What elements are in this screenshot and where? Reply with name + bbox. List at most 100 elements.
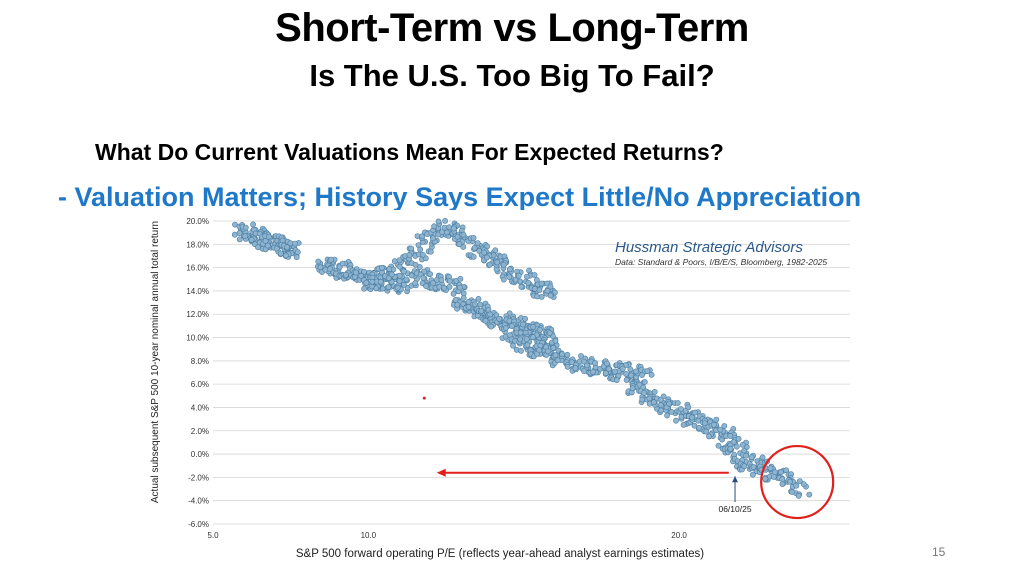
data-points bbox=[231, 217, 813, 499]
data-point bbox=[262, 237, 269, 244]
data-point bbox=[322, 266, 329, 273]
data-point bbox=[481, 249, 487, 256]
data-point bbox=[583, 362, 590, 369]
data-point bbox=[730, 439, 737, 445]
y-tick-label: 14.0% bbox=[186, 287, 209, 296]
data-point bbox=[450, 225, 457, 232]
data-point bbox=[436, 283, 443, 290]
y-tick-label: -2.0% bbox=[188, 473, 209, 482]
data-point bbox=[386, 266, 393, 272]
data-point bbox=[460, 295, 467, 301]
data-point bbox=[657, 396, 664, 403]
return-arrow-head bbox=[436, 468, 446, 477]
y-tick-label: 0.0% bbox=[191, 450, 209, 459]
data-point bbox=[385, 275, 392, 281]
data-point bbox=[471, 301, 478, 308]
data-point bbox=[438, 277, 445, 283]
data-point bbox=[494, 259, 501, 266]
y-tick-labels: 20.0% 18.0% 16.0% 14.0% 12.0% 10.0% 8.0% 6.0% 4.… bbox=[186, 217, 209, 529]
data-point bbox=[619, 365, 626, 372]
data-point bbox=[701, 420, 708, 427]
data-point bbox=[396, 263, 403, 270]
data-point bbox=[379, 264, 385, 271]
data-point bbox=[450, 290, 457, 297]
data-point bbox=[613, 377, 620, 383]
data-point bbox=[581, 368, 587, 374]
data-point bbox=[538, 294, 545, 300]
y-tick-label: 6.0% bbox=[191, 380, 209, 389]
data-point bbox=[486, 261, 493, 268]
data-point bbox=[408, 245, 415, 252]
y-tick-label: 2.0% bbox=[191, 427, 209, 436]
data-point bbox=[770, 473, 777, 480]
data-point bbox=[592, 360, 598, 366]
data-point bbox=[385, 284, 392, 290]
data-point bbox=[628, 372, 635, 379]
slide-takeaway: - Valuation Matters; History Says Expect… bbox=[58, 182, 862, 210]
scatter-chart: 20.0% 18.0% 16.0% 14.0% 12.0% 10.0% 8.0% 6.0% 4.… bbox=[150, 217, 850, 560]
data-point bbox=[496, 316, 503, 322]
data-point bbox=[500, 276, 507, 283]
data-point bbox=[641, 389, 647, 396]
data-point bbox=[443, 229, 450, 236]
data-point bbox=[796, 478, 803, 484]
data-point bbox=[236, 230, 243, 236]
data-point bbox=[391, 258, 398, 265]
data-point bbox=[651, 388, 658, 395]
data-point bbox=[800, 481, 807, 488]
chart-title: Hussman Strategic Advisors bbox=[615, 239, 803, 256]
data-point bbox=[506, 266, 513, 273]
data-point bbox=[650, 399, 657, 406]
data-point bbox=[789, 489, 796, 495]
y-tick-label: 20.0% bbox=[186, 217, 209, 226]
y-axis-label: Actual subsequent S&P 500 10-year nomina… bbox=[150, 221, 161, 503]
data-point bbox=[460, 231, 467, 238]
data-point bbox=[772, 469, 778, 476]
x-tick-label: 10.0 bbox=[361, 531, 377, 540]
data-point bbox=[474, 240, 481, 246]
data-point bbox=[530, 334, 536, 340]
y-tick-label: 4.0% bbox=[191, 403, 209, 412]
data-point bbox=[396, 272, 403, 279]
data-point bbox=[492, 247, 499, 254]
data-point bbox=[524, 342, 531, 348]
data-point bbox=[733, 443, 740, 450]
data-point bbox=[627, 366, 634, 373]
y-tick-label: -4.0% bbox=[188, 497, 209, 506]
data-point bbox=[242, 224, 249, 231]
data-point bbox=[547, 292, 554, 299]
slide-subtitle: Is The U.S. Too Big To Fail? bbox=[309, 58, 715, 93]
data-point bbox=[423, 283, 429, 289]
data-point bbox=[547, 283, 554, 290]
data-point bbox=[470, 234, 477, 241]
x-axis-label: S&P 500 forward operating P/E (reflects … bbox=[296, 548, 704, 560]
data-point bbox=[517, 329, 524, 336]
x-tick-label: 5.0 bbox=[207, 531, 219, 540]
x-tick-labels: 5.0 10.0 20.0 bbox=[207, 531, 687, 540]
data-point bbox=[664, 412, 670, 419]
red-marker bbox=[422, 396, 426, 400]
data-point bbox=[779, 476, 786, 483]
data-point bbox=[530, 324, 537, 330]
data-point bbox=[623, 377, 630, 383]
data-point bbox=[611, 368, 618, 375]
data-point bbox=[787, 478, 793, 485]
data-point bbox=[294, 249, 301, 255]
highlight-circle bbox=[760, 444, 835, 520]
data-point bbox=[559, 351, 565, 358]
data-point bbox=[506, 274, 513, 280]
data-point bbox=[282, 252, 289, 259]
slide-question: What Do Current Valuations Mean For Expe… bbox=[95, 139, 724, 165]
data-point bbox=[673, 417, 679, 424]
data-point bbox=[603, 360, 610, 367]
data-point bbox=[419, 233, 425, 240]
data-point bbox=[277, 250, 284, 257]
data-point bbox=[508, 323, 515, 329]
data-point bbox=[284, 244, 290, 251]
y-tick-label: 12.0% bbox=[186, 310, 209, 319]
data-point bbox=[639, 372, 645, 378]
data-point bbox=[544, 288, 551, 294]
date-label: 06/10/25 bbox=[718, 504, 751, 514]
data-point bbox=[743, 452, 749, 459]
data-point bbox=[646, 395, 653, 402]
